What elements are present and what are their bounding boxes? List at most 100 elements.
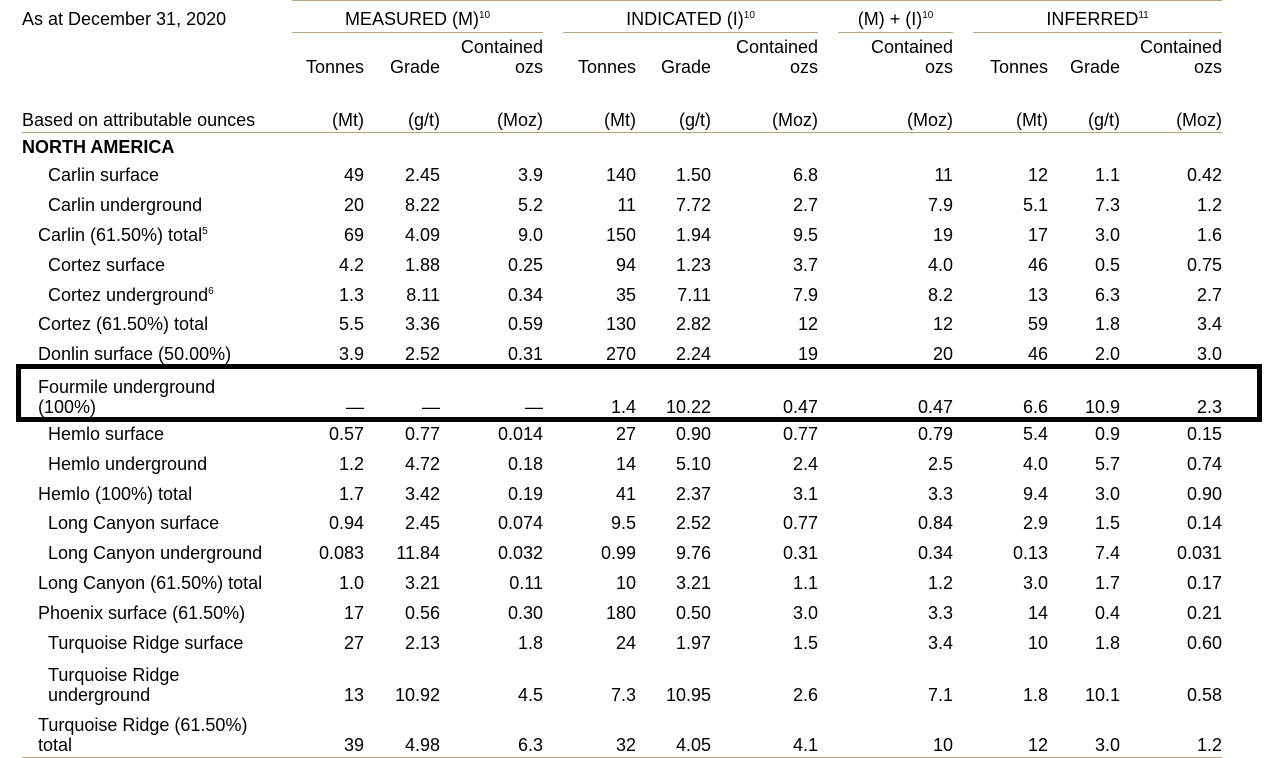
table-cell: 19 bbox=[798, 344, 819, 365]
unit-moz: (Moz) bbox=[711, 82, 819, 133]
table-cell: 4.1 bbox=[793, 735, 819, 756]
group-indicated: INDICATED (I)10 bbox=[563, 0, 819, 33]
table-cell: 11 bbox=[934, 165, 954, 186]
table-cell: 0.5 bbox=[1095, 254, 1121, 275]
table-cell: 3.0 bbox=[1095, 483, 1121, 504]
table-cell: 24 bbox=[615, 632, 636, 653]
table-cell: 5.1 bbox=[1023, 195, 1049, 216]
reserves-table-container: As at December 31, 2020 MEASURED (M)10 I… bbox=[22, 0, 1252, 758]
table-cell: 3.0 bbox=[793, 602, 819, 623]
table-row: Hemlo underground 1.2 4.72 0.18 14 5.10 2.4 2.5… bbox=[22, 449, 1222, 479]
table-cell: 2.9 bbox=[1023, 513, 1049, 534]
table-row: Carlin (61.50%) total5 69 4.09 9.0 150 1.94 9.… bbox=[22, 220, 1222, 250]
table-cell: 9.0 bbox=[517, 224, 543, 245]
table-row: Hemlo surface 0.57 0.77 0.014 27 0.90 0.77 0.79… bbox=[22, 419, 1222, 449]
table-cell: 3.3 bbox=[928, 483, 954, 504]
as-at-date: As at December 31, 2020 bbox=[22, 8, 227, 29]
table-cell: 4.0 bbox=[1023, 453, 1049, 474]
table-cell: 0.99 bbox=[600, 543, 636, 564]
table-cell: 10 bbox=[933, 735, 954, 756]
row-label: Fourmile underground (100%) bbox=[38, 377, 216, 418]
table-cell: 1.5 bbox=[1095, 513, 1121, 534]
unit-gt: (g/t) bbox=[364, 82, 440, 133]
table-cell: 39 bbox=[343, 735, 364, 756]
table-cell: 3.9 bbox=[338, 344, 364, 365]
table-cell: 1.7 bbox=[338, 483, 364, 504]
table-cell: 9.76 bbox=[675, 543, 711, 564]
table-row: Phoenix surface (61.50%) 17 0.56 0.30 180 0.5… bbox=[22, 598, 1222, 628]
table-cell: 1.6 bbox=[1197, 224, 1223, 245]
table-cell: 4.72 bbox=[404, 453, 440, 474]
row-label: Long Canyon underground bbox=[48, 543, 263, 564]
row-label: Turquoise Ridge underground bbox=[48, 665, 180, 706]
table-cell: 0.84 bbox=[917, 513, 954, 534]
table-cell: 10.9 bbox=[1084, 397, 1121, 418]
row-label: Cortez surface bbox=[48, 254, 166, 275]
table-cell: 3.9 bbox=[517, 165, 543, 186]
col-tonnes: Tonnes bbox=[577, 56, 636, 77]
table-cell: 13 bbox=[1028, 284, 1049, 305]
table-cell: 2.82 bbox=[675, 314, 711, 335]
table-cell: 3.0 bbox=[1023, 572, 1049, 593]
row-label: Cortez (61.50%) total bbox=[38, 314, 209, 335]
table-cell: 27 bbox=[343, 632, 364, 653]
col-grade: Grade bbox=[660, 56, 711, 77]
group-inferred: INFERRED11 bbox=[973, 0, 1223, 33]
table-cell: 1.4 bbox=[610, 397, 636, 418]
table-cell: 270 bbox=[605, 344, 636, 365]
table-cell: 10.1 bbox=[1084, 685, 1121, 706]
group-indicated-label: INDICATED (I) bbox=[626, 9, 744, 29]
section-heading: NORTH AMERICA bbox=[22, 136, 175, 157]
table-cell: 2.24 bbox=[675, 344, 711, 365]
table-cell: 12 bbox=[1028, 165, 1049, 186]
table-cell: 13 bbox=[343, 685, 364, 706]
table-cell: 8.2 bbox=[928, 284, 954, 305]
table-cell: 35 bbox=[615, 284, 636, 305]
table-cell: 1.2 bbox=[1197, 195, 1223, 216]
table-cell: 5.7 bbox=[1095, 453, 1121, 474]
table-cell: 0.75 bbox=[1187, 254, 1223, 275]
table-cell: 59 bbox=[1028, 314, 1049, 335]
row-label: Carlin (61.50%) total5 bbox=[38, 224, 208, 245]
table-cell: 0.56 bbox=[404, 602, 440, 623]
table-cell: 4.2 bbox=[338, 254, 364, 275]
table-row: Turquoise Ridge underground 13 10.92 4.5 7.3 1… bbox=[22, 657, 1222, 707]
col-grade: Grade bbox=[1070, 56, 1121, 77]
table-cell: 3.4 bbox=[928, 632, 954, 653]
table-row: Carlin surface 49 2.45 3.9 140 1.50 6.8 11 12 1.1… bbox=[22, 161, 1222, 191]
row-label: Carlin underground bbox=[48, 195, 203, 216]
table-cell: 12 bbox=[933, 314, 954, 335]
table-cell: 0.21 bbox=[1187, 602, 1223, 623]
table-cell: 1.8 bbox=[1095, 314, 1121, 335]
table-cell: 5.4 bbox=[1023, 423, 1049, 444]
table-row: Hemlo (100%) total 1.7 3.42 0.19 41 2.37 3.1 3.… bbox=[22, 479, 1222, 509]
row-label: Long Canyon (61.50%) total bbox=[38, 572, 263, 593]
table-cell: 3.1 bbox=[793, 483, 819, 504]
table-cell: 0.032 bbox=[497, 543, 543, 564]
table-cell: 9.4 bbox=[1023, 483, 1049, 504]
group-inferred-label: INFERRED bbox=[1046, 9, 1139, 29]
table-cell: 1.3 bbox=[338, 284, 364, 305]
mineral-resources-table: As at December 31, 2020 MEASURED (M)10 I… bbox=[22, 0, 1223, 757]
table-row: Cortez (61.50%) total 5.5 3.36 0.59 130 2.82 1… bbox=[22, 309, 1222, 339]
col-tonnes: Tonnes bbox=[305, 56, 364, 77]
table-cell: 10.92 bbox=[394, 685, 440, 706]
table-cell: 20 bbox=[933, 344, 954, 365]
table-row: Long Canyon underground 0.083 11.84 0.032 0.… bbox=[22, 538, 1222, 568]
table-cell: 6.8 bbox=[793, 165, 819, 186]
table-cell: 1.5 bbox=[793, 632, 819, 653]
table-cell: 1.8 bbox=[1023, 685, 1049, 706]
col-tonnes: Tonnes bbox=[989, 56, 1049, 77]
table-cell: 46 bbox=[1028, 344, 1049, 365]
table-cell: 11.84 bbox=[396, 543, 440, 564]
table-cell: 3.21 bbox=[404, 572, 440, 593]
col-contained: Contained ozs bbox=[735, 36, 819, 77]
table-cell: 5.5 bbox=[338, 314, 364, 335]
table-cell: 14 bbox=[1028, 602, 1049, 623]
table-cell: 2.37 bbox=[675, 483, 711, 504]
row-label: Long Canyon surface bbox=[48, 513, 220, 534]
row-label: Hemlo underground bbox=[48, 453, 208, 474]
table-cell: 7.11 bbox=[677, 284, 711, 305]
table-cell: 1.7 bbox=[1095, 572, 1121, 593]
table-cell: — bbox=[422, 397, 440, 418]
